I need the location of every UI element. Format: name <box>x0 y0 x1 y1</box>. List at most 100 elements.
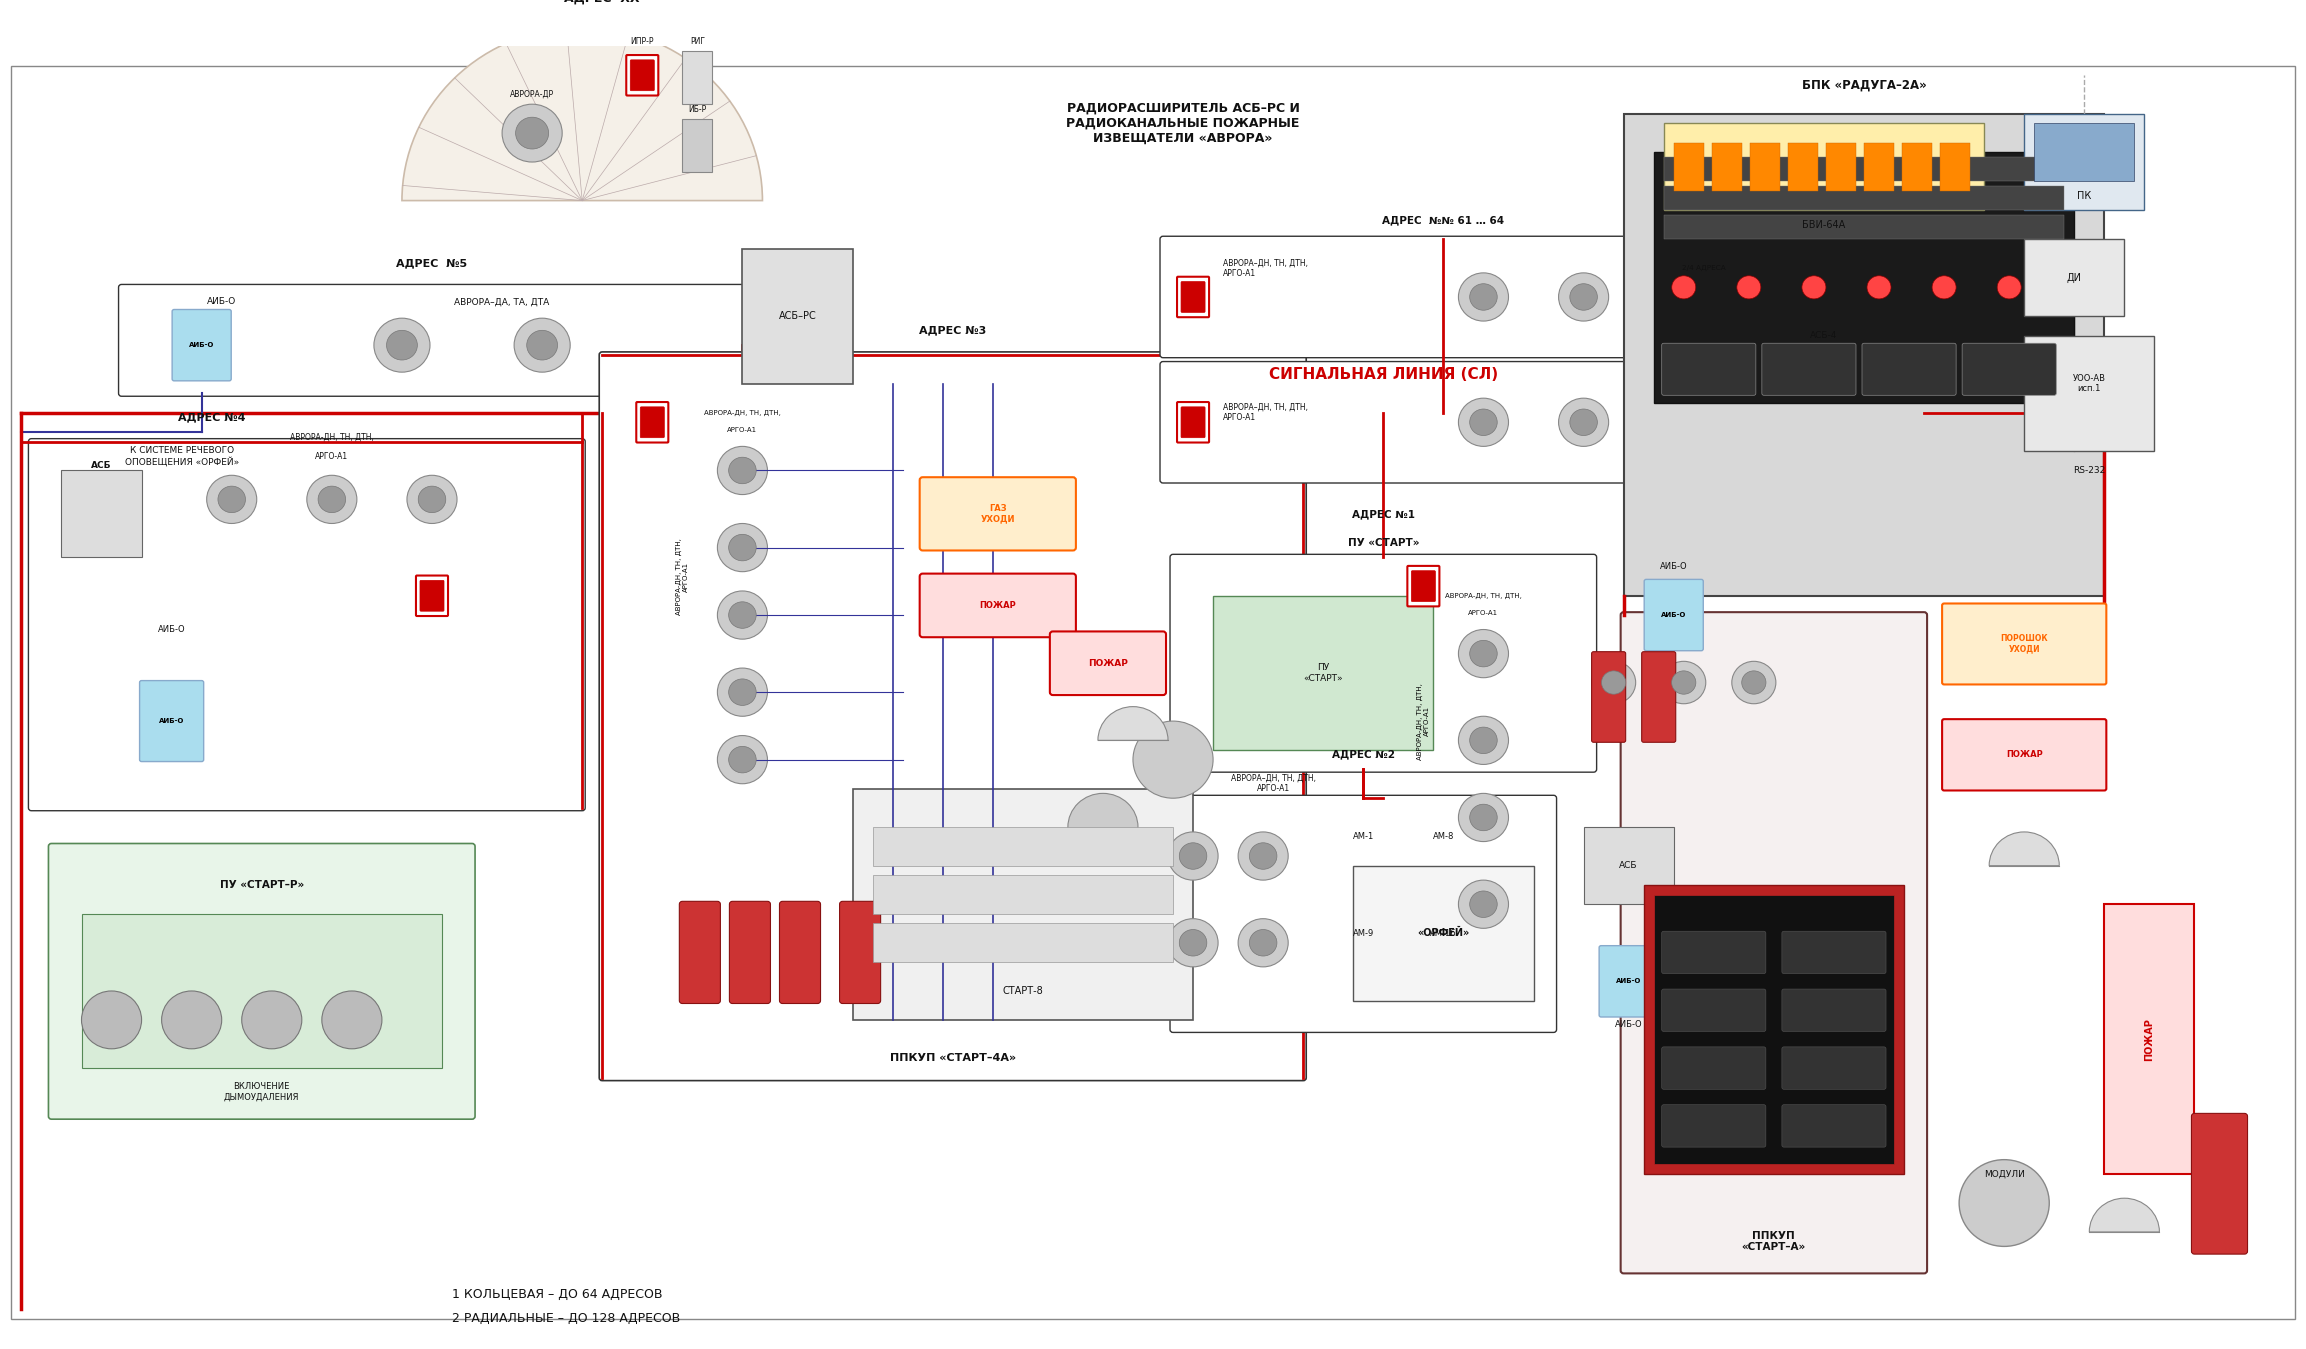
Bar <box>683 119 713 171</box>
Circle shape <box>717 447 768 495</box>
Text: ППКУП
«СТАРТ–А»: ППКУП «СТАРТ–А» <box>1741 1230 1806 1252</box>
Text: АВРОРА–ДН, ТН, ДТН,
АРГО-А1: АВРОРА–ДН, ТН, ДТН, АРГО-А1 <box>1222 403 1308 422</box>
Wedge shape <box>2089 1198 2158 1232</box>
Circle shape <box>1178 929 1206 956</box>
Circle shape <box>1801 275 1826 299</box>
FancyBboxPatch shape <box>1783 1105 1886 1147</box>
Circle shape <box>1250 843 1278 869</box>
Circle shape <box>406 475 457 523</box>
Text: АВРОРА-ДН, ТН, ДТН,: АВРОРА-ДН, ТН, ДТН, <box>1446 592 1522 599</box>
Text: УОО-АВ
исп.1: УОО-АВ исп.1 <box>2073 374 2105 394</box>
FancyBboxPatch shape <box>1663 1047 1766 1089</box>
Bar <box>743 248 853 383</box>
Text: АИБ-О: АИБ-О <box>159 718 184 724</box>
Text: ИБ-Р: ИБ-Р <box>687 104 706 113</box>
Wedge shape <box>401 27 763 201</box>
Text: АРГО-А1: АРГО-А1 <box>316 452 348 460</box>
Circle shape <box>1591 661 1635 704</box>
FancyBboxPatch shape <box>1598 946 1658 1017</box>
FancyBboxPatch shape <box>1169 554 1596 772</box>
Text: РИГ: РИГ <box>689 36 706 46</box>
Text: ГАЗ
УХОДИ: ГАЗ УХОДИ <box>980 505 1015 523</box>
Circle shape <box>717 668 768 716</box>
FancyBboxPatch shape <box>2191 1113 2248 1255</box>
Text: РАДИОРАСШИРИТЕЛЬ АСБ–РС И
РАДИОКАНАЛЬНЫЕ ПОЖАРНЫЕ
ИЗВЕЩАТЕЛИ «АВРОРА»: РАДИОРАСШИРИТЕЛЬ АСБ–РС И РАДИОКАНАЛЬНЫЕ… <box>1065 103 1301 144</box>
Text: АВРОРА–ДА, ТА, ДТА: АВРОРА–ДА, ТА, ДТА <box>454 297 549 306</box>
Text: АВРОРА-ДР: АВРОРА-ДР <box>510 90 553 98</box>
Bar <box>1653 894 1893 1164</box>
FancyBboxPatch shape <box>1663 989 1766 1032</box>
Text: АСБ: АСБ <box>1619 861 1637 870</box>
Text: АМ-16: АМ-16 <box>1430 928 1457 938</box>
Text: АДРЕС №3: АДРЕС №3 <box>920 325 987 336</box>
Text: АВРОРА–ДН, ТН, ДТН,
АРГО-А1: АВРОРА–ДН, ТН, ДТН, АРГО-А1 <box>1231 774 1317 793</box>
Text: СТАРТ-8: СТАРТ-8 <box>1003 986 1042 996</box>
FancyBboxPatch shape <box>630 59 655 90</box>
FancyBboxPatch shape <box>1663 931 1766 974</box>
Text: 1 КОЛЬЦЕВАЯ – ДО 64 АДРЕСОВ: 1 КОЛЬЦЕВАЯ – ДО 64 АДРЕСОВ <box>452 1288 662 1300</box>
Text: ПУ «СТАРТ»: ПУ «СТАРТ» <box>1347 538 1418 548</box>
Circle shape <box>161 992 221 1048</box>
Bar <box>1663 124 1983 210</box>
FancyBboxPatch shape <box>1942 719 2105 791</box>
Circle shape <box>1469 890 1497 917</box>
Circle shape <box>1132 722 1213 799</box>
FancyBboxPatch shape <box>920 573 1077 637</box>
Text: АРГО-А1: АРГО-А1 <box>1469 610 1499 616</box>
Circle shape <box>1732 661 1776 704</box>
FancyBboxPatch shape <box>1642 652 1676 742</box>
Text: МОДУЛИ: МОДУЛИ <box>1983 1170 2025 1179</box>
Text: ПОРОШОК
УХОДИ: ПОРОШОК УХОДИ <box>1999 634 2048 654</box>
FancyBboxPatch shape <box>1762 343 1856 395</box>
Bar <box>1711 143 1741 192</box>
Bar <box>1750 143 1780 192</box>
FancyBboxPatch shape <box>420 580 445 611</box>
FancyBboxPatch shape <box>1407 565 1439 607</box>
Wedge shape <box>1990 832 2059 866</box>
FancyBboxPatch shape <box>1176 277 1208 317</box>
Circle shape <box>1469 409 1497 436</box>
Text: ИПР-Р: ИПР-Р <box>630 36 655 46</box>
FancyBboxPatch shape <box>839 901 881 1004</box>
Bar <box>1354 866 1533 1001</box>
Circle shape <box>374 318 429 372</box>
Circle shape <box>323 992 383 1048</box>
Text: ППКУП «СТАРТ–4А»: ППКУП «СТАРТ–4А» <box>890 1054 1015 1063</box>
FancyBboxPatch shape <box>1783 989 1886 1032</box>
Bar <box>1663 186 2064 210</box>
Text: АВРОРА-ДН, ТН, ДТН,: АВРОРА-ДН, ТН, ДТН, <box>703 410 782 415</box>
Circle shape <box>729 457 756 484</box>
Circle shape <box>729 602 756 629</box>
Circle shape <box>1570 283 1598 310</box>
Circle shape <box>1238 832 1289 880</box>
Bar <box>1653 152 2075 403</box>
Text: БВИ-64А: БВИ-64А <box>1803 220 1845 229</box>
Bar <box>2025 336 2154 451</box>
Text: ДИ: ДИ <box>2066 272 2082 283</box>
Text: АДРЕС №1: АДРЕС №1 <box>1351 509 1416 519</box>
Text: АСБ–РС: АСБ–РС <box>779 312 816 321</box>
FancyBboxPatch shape <box>779 901 821 1004</box>
FancyBboxPatch shape <box>1411 571 1434 602</box>
Text: 2 РАДИАЛЬНЫЕ – ДО 128 АДРЕСОВ: 2 РАДИАЛЬНЫЕ – ДО 128 АДРЕСОВ <box>452 1313 680 1325</box>
FancyBboxPatch shape <box>1181 282 1206 313</box>
Circle shape <box>1741 670 1766 695</box>
Text: ПОЖАР: ПОЖАР <box>1088 658 1128 668</box>
Text: АВРОРА–ДН, ТН, ДТН,
АРГО-А1: АВРОРА–ДН, ТН, ДТН, АРГО-А1 <box>1222 259 1308 278</box>
Text: АИБ-О: АИБ-О <box>1660 612 1686 618</box>
FancyBboxPatch shape <box>118 285 745 397</box>
FancyBboxPatch shape <box>1861 343 1955 395</box>
Text: АИБ-О: АИБ-О <box>1660 563 1688 572</box>
Text: АСБ: АСБ <box>92 461 111 471</box>
FancyBboxPatch shape <box>1176 402 1208 442</box>
Bar <box>1584 827 1674 904</box>
FancyBboxPatch shape <box>641 407 664 437</box>
Circle shape <box>1250 929 1278 956</box>
Text: К СИСТЕМЕ РЕЧЕВОГО
ОПОВЕЩЕНИЯ «ОРФЕЙ»: К СИСТЕМЕ РЕЧЕВОГО ОПОВЕЩЕНИЯ «ОРФЕЙ» <box>125 447 240 467</box>
Circle shape <box>1672 670 1695 695</box>
Circle shape <box>1469 727 1497 754</box>
Bar <box>872 876 1174 913</box>
FancyBboxPatch shape <box>1160 236 1736 357</box>
Bar <box>1663 158 2064 181</box>
FancyBboxPatch shape <box>1962 343 2057 395</box>
